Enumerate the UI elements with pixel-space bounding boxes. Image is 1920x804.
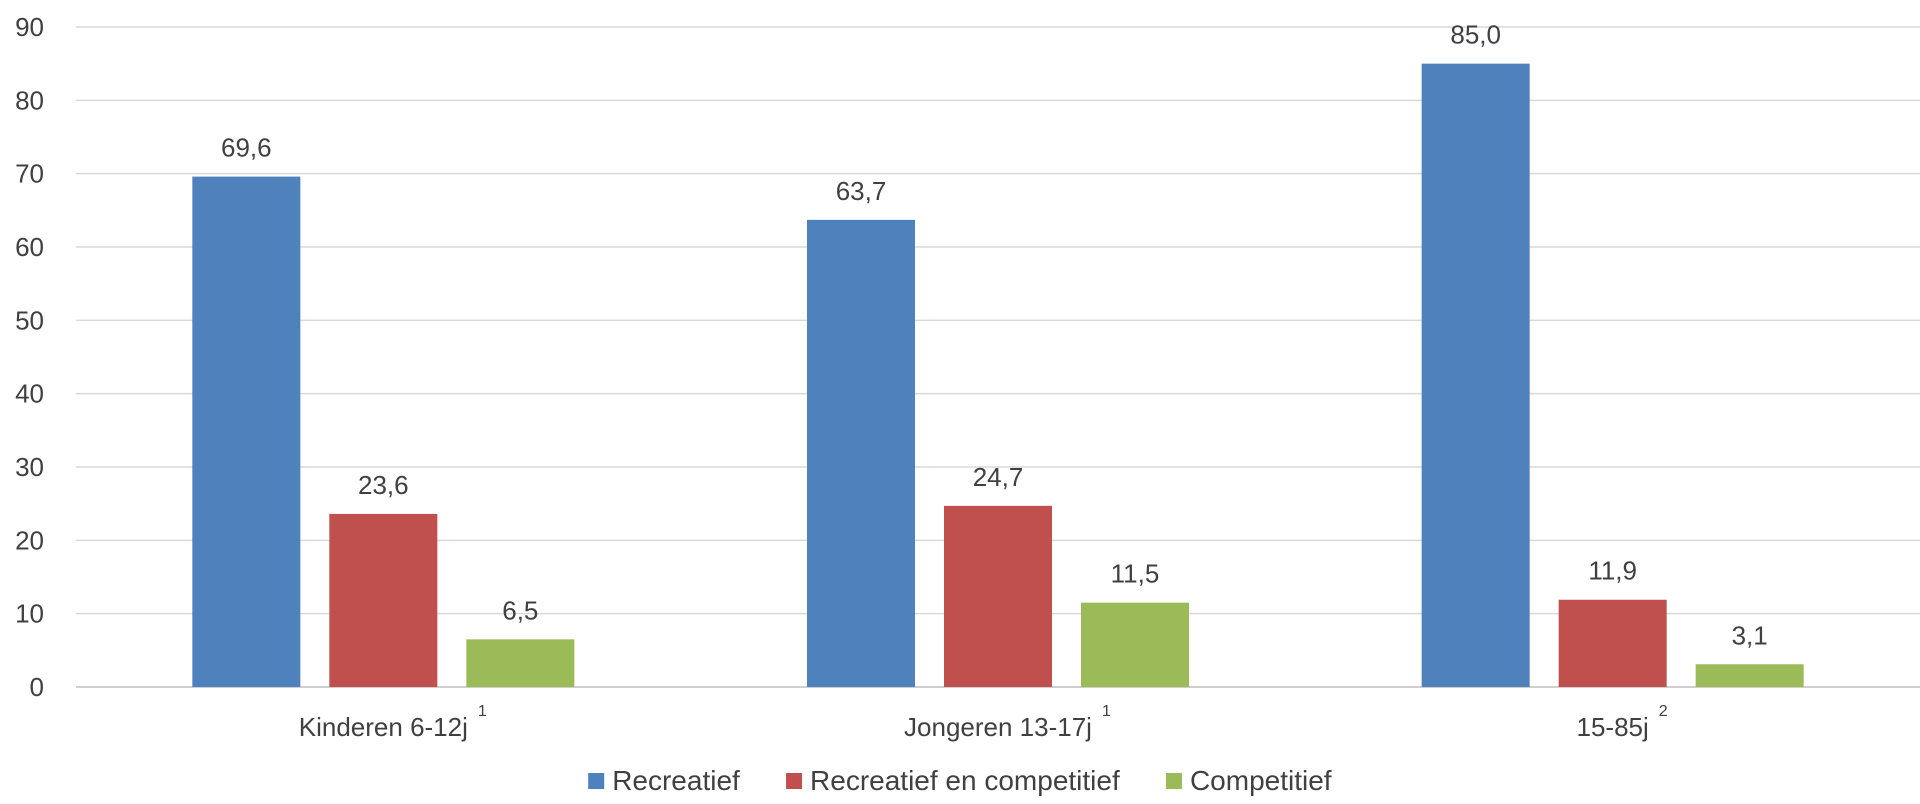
bar-recreatief bbox=[1421, 63, 1530, 687]
x-category-footnote-mark: 2 bbox=[1659, 703, 1668, 720]
legend-item-label: Recreatief en competitief bbox=[810, 765, 1120, 796]
x-category-label: Jongeren 13-17j bbox=[904, 712, 1092, 742]
data-label: 63,7 bbox=[836, 176, 887, 206]
y-tick-label: 0 bbox=[30, 672, 44, 702]
legend-swatch bbox=[786, 773, 803, 789]
data-label: 3,1 bbox=[1732, 620, 1768, 650]
legend-item-label: Recreatief bbox=[612, 765, 740, 796]
legend-swatch bbox=[1165, 773, 1182, 789]
data-label: 85,0 bbox=[1450, 20, 1501, 50]
data-label: 6,5 bbox=[502, 595, 538, 625]
x-axis-category-labels: Kinderen 6-12j 1 Jongeren 13-17j 1 15-85j 2 bbox=[299, 703, 1668, 742]
bars bbox=[192, 63, 1804, 687]
y-tick-label: 70 bbox=[15, 159, 44, 189]
bar-recreatief-en-competitief bbox=[1558, 599, 1667, 687]
legend: Recreatief Recreatief en competitief Compe… bbox=[588, 765, 1332, 796]
x-category-label: Kinderen 6-12j bbox=[299, 712, 468, 742]
bar-competitief bbox=[1081, 602, 1189, 687]
y-tick-label: 80 bbox=[15, 85, 44, 115]
bar-recreatief bbox=[192, 176, 301, 687]
legend-swatch bbox=[588, 773, 605, 789]
x-category-label: 15-85j bbox=[1577, 712, 1649, 742]
x-category-footnote-mark: 1 bbox=[478, 703, 487, 720]
y-axis-tick-labels: 0 10 20 30 40 50 60 70 80 90 bbox=[15, 12, 44, 702]
y-tick-label: 50 bbox=[15, 305, 44, 335]
y-tick-label: 60 bbox=[15, 232, 44, 262]
legend-item-label: Competitief bbox=[1190, 765, 1332, 796]
y-tick-label: 90 bbox=[15, 12, 44, 42]
y-tick-label: 10 bbox=[15, 599, 44, 629]
bar-competitief bbox=[1695, 664, 1804, 687]
data-label: 69,6 bbox=[221, 133, 272, 163]
bar-recreatief-en-competitief bbox=[944, 505, 1052, 687]
bar-recreatief-en-competitief bbox=[329, 513, 438, 687]
x-category-footnote-mark: 1 bbox=[1102, 703, 1111, 720]
data-label: 24,7 bbox=[973, 462, 1024, 492]
y-tick-label: 40 bbox=[15, 379, 44, 409]
y-tick-label: 20 bbox=[15, 525, 44, 555]
y-tick-label: 30 bbox=[15, 452, 44, 482]
bar-competitief bbox=[466, 639, 575, 687]
data-labels: 69,6 23,6 6,5 63,7 24,7 11,5 85,0 11,9 3,1 bbox=[221, 20, 1768, 651]
data-label: 23,6 bbox=[358, 470, 409, 500]
bar-recreatief bbox=[807, 219, 915, 687]
data-label: 11,5 bbox=[1111, 559, 1160, 589]
data-label: 11,9 bbox=[1588, 556, 1637, 586]
